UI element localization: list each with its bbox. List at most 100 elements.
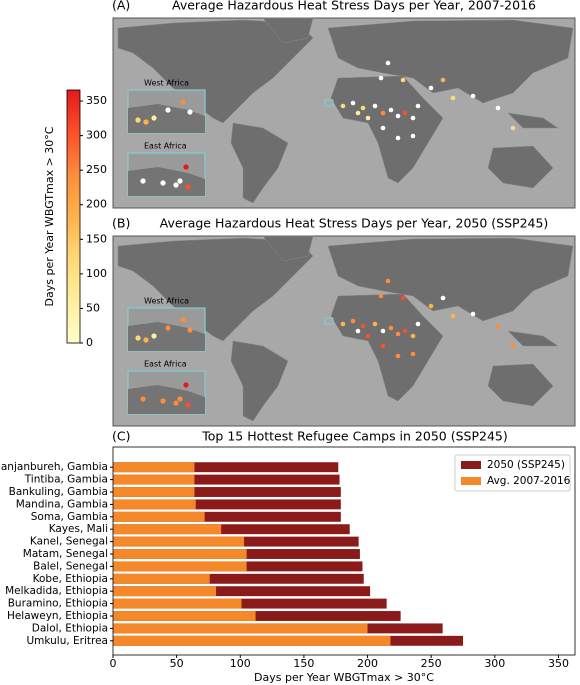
camp-dot: [402, 328, 408, 334]
map-land: [330, 293, 444, 402]
camp-dot: [415, 103, 421, 109]
bar: [113, 573, 210, 584]
camp-dot: [415, 321, 421, 327]
camp-dot: [180, 99, 186, 105]
colorbar: [66, 89, 81, 344]
bar: [113, 586, 371, 597]
camp-dot: [160, 398, 166, 404]
bar: [113, 598, 387, 609]
camp-dot: [380, 328, 386, 334]
x-tick-label: 350: [548, 657, 569, 670]
plot-frame: [112, 446, 576, 656]
bar: [113, 611, 256, 621]
y-tick-label: Soma, Gambia: [31, 511, 108, 523]
colorbar-tick-label: 50: [86, 301, 100, 314]
y-tick-label: Melkadida, Ethiopia: [5, 585, 108, 597]
camp-dot: [173, 400, 179, 406]
camp-dot: [183, 164, 189, 170]
x-tick-label: 50: [170, 657, 184, 670]
x-axis-label: Days per Year WBGTmax > 30°C: [254, 671, 434, 684]
camp-dot: [428, 85, 434, 91]
camp-dot: [400, 77, 406, 83]
y-tick-label: Kayes, Mali: [49, 523, 108, 535]
camp-dot: [143, 119, 149, 125]
map-title: Average Hazardous Heat Stress Days per Y…: [160, 216, 549, 231]
camp-dot: [187, 327, 193, 333]
map-land: [230, 122, 289, 204]
camp-dot: [410, 115, 416, 121]
panel-label: (B): [112, 216, 130, 231]
bar: [113, 511, 341, 522]
bar: [113, 499, 341, 510]
chart-title: Top 15 Hottest Refugee Camps in 2050 (SS…: [201, 429, 507, 444]
x-tick-label: 100: [230, 657, 251, 670]
camp-dot: [180, 317, 186, 323]
camp-dot: [470, 311, 476, 317]
map-land: [487, 145, 554, 189]
legend-swatch: [461, 461, 481, 469]
bar: [113, 487, 195, 497]
panel-label: (A): [112, 0, 130, 13]
camp-dot: [378, 293, 384, 299]
camp-dot: [140, 178, 146, 184]
inset: East Africa: [127, 360, 206, 415]
camp-dot: [365, 115, 371, 121]
camp-dot: [395, 135, 401, 141]
bar: [113, 499, 196, 510]
map-land: [327, 237, 574, 322]
bar: [113, 474, 340, 485]
inset-land: [128, 322, 205, 351]
inset-label: West Africa: [144, 297, 189, 306]
y-tick-label: Janjanbureh, Gambia: [0, 461, 108, 473]
camp-dot: [380, 343, 386, 349]
x-tick-label: 200: [357, 657, 378, 670]
bar: [113, 549, 247, 559]
colorbar-tick-label: 150: [86, 232, 107, 245]
camp-dot: [495, 323, 501, 329]
camp-dot: [400, 295, 406, 301]
camp-dot: [470, 93, 476, 99]
bar: [113, 586, 217, 597]
bar: [113, 511, 205, 522]
bar: [113, 462, 195, 473]
camp-dot: [380, 125, 386, 131]
camp-dot: [185, 402, 191, 408]
x-tick-label: 250: [421, 657, 442, 670]
legend-label: 2050 (SSP245): [487, 459, 565, 471]
camp-dot: [402, 110, 408, 116]
camp-dot: [350, 100, 356, 106]
map: West Africa East Africa: [112, 235, 576, 427]
camp-dot: [510, 125, 516, 131]
inset: West Africa: [127, 297, 206, 352]
bar: [113, 524, 222, 535]
camp-dot: [372, 103, 378, 109]
camp-dot: [388, 107, 394, 113]
map: West Africa East Africa: [112, 17, 576, 209]
camp-dot: [372, 321, 378, 327]
map-land: [507, 330, 559, 347]
camp-dot: [355, 328, 361, 334]
camp-dot: [177, 178, 183, 184]
panel-label: (C): [112, 429, 130, 444]
map-land: [507, 112, 559, 129]
legend-label: Avg. 2007-2016: [487, 475, 571, 487]
y-tick-label: Helaweyn, Ethiopia: [7, 610, 108, 622]
camp-dot: [395, 353, 401, 359]
camp-dot: [350, 318, 356, 324]
x-tick-label: 0: [110, 657, 117, 670]
bar: [113, 635, 391, 646]
camp-dot: [165, 107, 171, 113]
inset: West Africa: [127, 79, 206, 134]
camp-dot: [185, 184, 191, 190]
inset-label: West Africa: [144, 79, 189, 88]
camp-dot: [340, 103, 346, 109]
camp-dot: [340, 321, 346, 327]
inset: East Africa: [127, 142, 206, 197]
bar: [113, 474, 195, 485]
y-tick-label: Kobe, Ethiopia: [33, 573, 108, 585]
y-tick-label: Balel, Senegal: [33, 560, 108, 572]
inset-marker: [324, 317, 334, 325]
camp-dot: [135, 335, 141, 341]
